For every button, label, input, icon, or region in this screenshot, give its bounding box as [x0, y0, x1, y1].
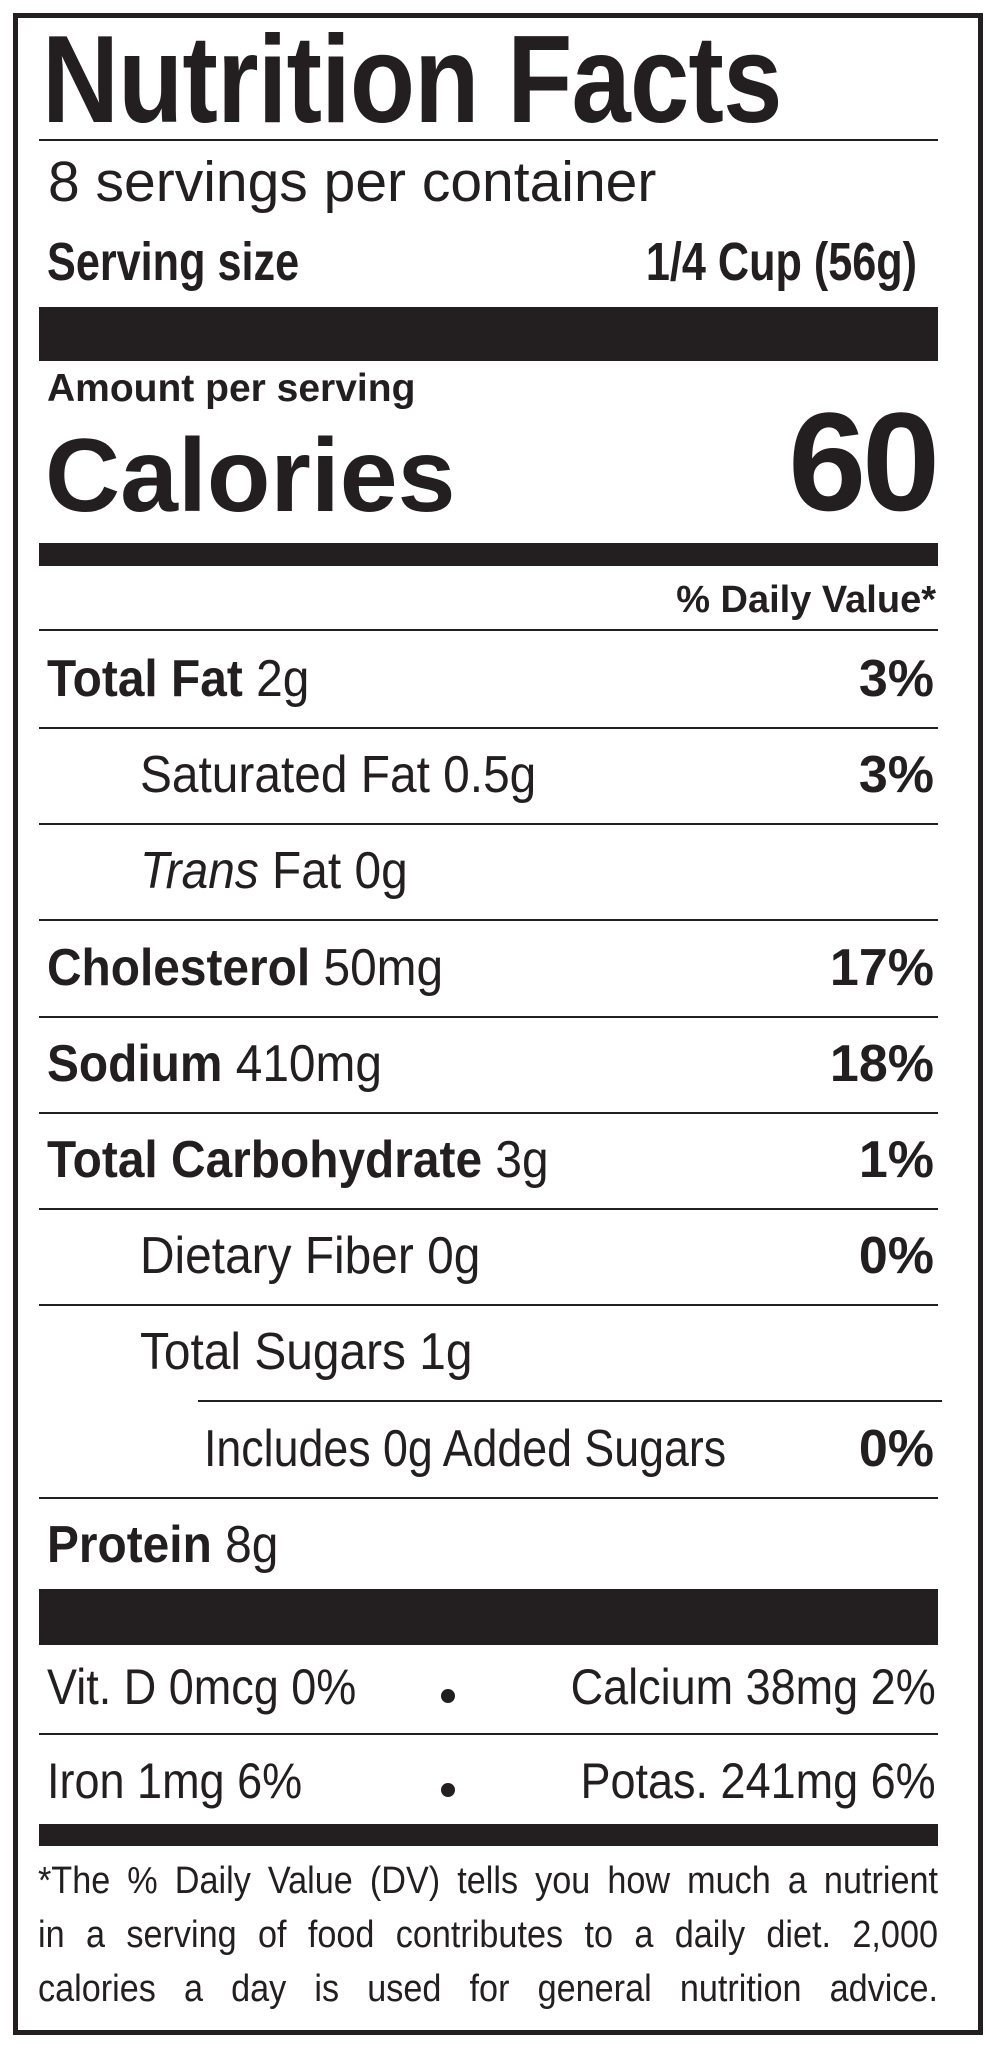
calories-value: 60: [788, 383, 940, 540]
mineral-left: Vit. D 0mcg 0%: [47, 1659, 357, 1715]
nutrient-dv: 3%: [858, 746, 934, 805]
nutrient-amount: 410mg: [235, 1034, 382, 1093]
nutrient-dv: 17%: [829, 938, 934, 997]
nutrient-label: Protein 8g: [47, 1514, 278, 1576]
nutrient-amount: 0g: [427, 1227, 481, 1286]
serving-size-label: Serving size: [47, 231, 300, 292]
amount-per-serving: Amount per serving: [47, 366, 416, 410]
nutrient-name: Total Fat: [47, 650, 243, 708]
rule: [39, 1112, 938, 1114]
nutrient-name: Protein: [47, 1515, 212, 1574]
nutrient-label: Trans Fat 0g: [140, 840, 408, 902]
thick-rule: [39, 1589, 938, 1645]
rule: [198, 1400, 942, 1402]
rule: [39, 1497, 938, 1499]
mineral-right: Potas. 241mg 6%: [580, 1753, 936, 1809]
nutrient-amount: 50mg: [323, 938, 444, 997]
nutrient-label: Sodium 410mg: [47, 1033, 382, 1095]
nutrient-label: Saturated Fat 0.5g: [140, 744, 536, 806]
nutrition-facts-panel: [13, 13, 983, 2035]
servings: 8 servings per container: [48, 150, 657, 214]
nutrient-amount: 2g: [256, 650, 310, 708]
nutrient-label: Total Carbohydrate 3g: [47, 1129, 549, 1191]
rule: [39, 139, 938, 141]
mineral-right: Calcium 38mg 2%: [570, 1659, 936, 1715]
rule: [39, 919, 938, 921]
nutrient-name: Total Carbohydrate: [47, 1131, 483, 1189]
nutrient-label: Total Sugars 1g: [140, 1321, 472, 1383]
nutrient-amount: 8g: [225, 1515, 279, 1574]
medium-rule: [39, 543, 938, 566]
nutrient-dv: 0%: [858, 1227, 934, 1286]
nutrient-dv: 3%: [858, 650, 934, 708]
rule: [39, 629, 938, 631]
nutrient-dv: 1%: [858, 1131, 934, 1189]
calories-label: Calories: [45, 417, 456, 534]
footnote-line: in a serving of food contributes to a da…: [38, 1914, 938, 1956]
medium-rule: [39, 1824, 938, 1846]
nutrient-dv: 18%: [829, 1034, 934, 1093]
rule: [39, 823, 938, 825]
nutrient-name: Sodium: [47, 1034, 223, 1093]
rule: [39, 1208, 938, 1210]
bullet: [441, 1783, 455, 1797]
serving-size-value: 1/4 Cup (56g): [645, 231, 917, 292]
nutrient-name: Includes 0g Added Sugars: [204, 1419, 727, 1478]
mineral-left: Iron 1mg 6%: [47, 1753, 303, 1809]
thick-rule: [39, 307, 938, 361]
daily-value-header: % Daily Value*: [676, 579, 936, 621]
nutrient-label: Cholesterol 50mg: [47, 937, 443, 999]
rule: [39, 1733, 938, 1735]
bullet: [441, 1689, 455, 1703]
nutrient-label: Dietary Fiber 0g: [140, 1225, 480, 1287]
nutrient-amount: 0.5g: [443, 746, 537, 805]
rule: [39, 1304, 938, 1306]
nutrient-prefix: Trans: [140, 842, 259, 901]
footnote-line: calories a day is used for general nutri…: [38, 1968, 938, 2010]
nutrient-label: Total Fat 2g: [47, 648, 309, 710]
nutrient-amount: 1g: [419, 1323, 473, 1382]
footnote-line: *The % Daily Value (DV) tells you how mu…: [38, 1860, 938, 1902]
nutrient-label: Includes 0g Added Sugars: [204, 1418, 726, 1480]
nutrient-name: Cholesterol: [47, 938, 311, 997]
nutrient-name: Saturated Fat: [140, 746, 430, 805]
nutrient-dv: 0%: [858, 1419, 934, 1478]
nutrient-amount: 3g: [495, 1131, 549, 1189]
nutrient-name: Total Sugars: [140, 1323, 406, 1382]
rule: [39, 727, 938, 729]
nutrient-name: Dietary Fiber: [140, 1227, 414, 1286]
nutrient-name: Fat: [272, 842, 342, 901]
rule: [39, 1016, 938, 1018]
title: Nutrition Facts: [42, 10, 782, 149]
nutrient-amount: 0g: [354, 842, 408, 901]
